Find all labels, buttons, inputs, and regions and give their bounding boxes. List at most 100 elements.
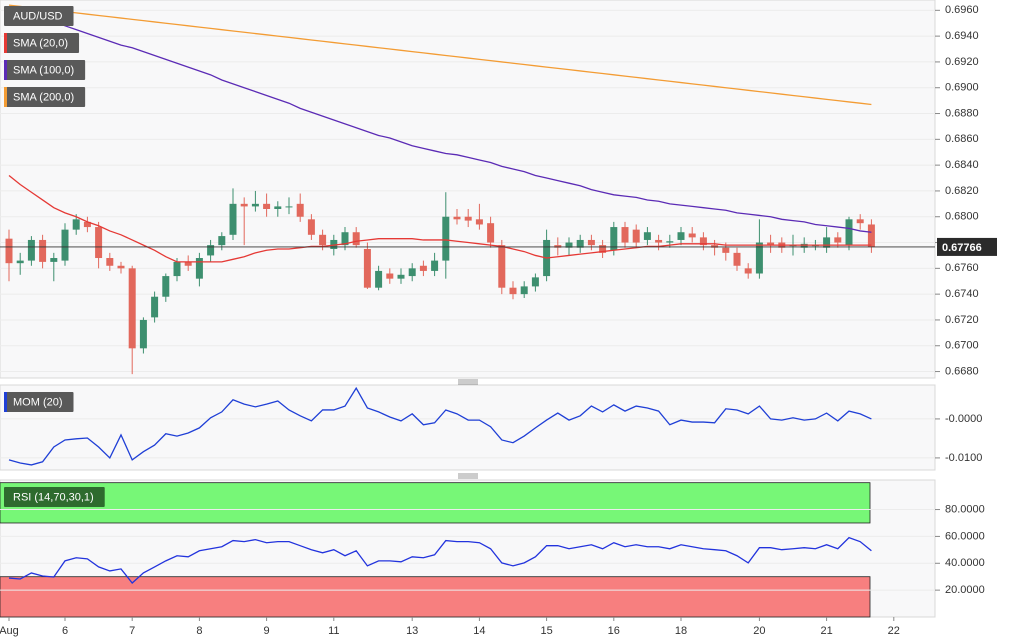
candle-body xyxy=(755,242,763,274)
candle-body xyxy=(856,219,864,224)
candle-body xyxy=(431,260,439,271)
candle-body xyxy=(128,268,136,349)
legend-swatch xyxy=(4,392,7,412)
series-line xyxy=(8,386,872,466)
candle-body xyxy=(106,258,114,266)
candle-body xyxy=(72,219,80,230)
candle-body xyxy=(744,268,752,274)
y-tick-label: 0.6720 xyxy=(945,314,979,326)
rsi-band xyxy=(0,482,871,524)
legend-item: MOM (20) xyxy=(4,392,74,412)
x-tick-label: 11 xyxy=(328,625,339,637)
x-tick-label: 6 xyxy=(62,625,68,637)
candle-body xyxy=(599,245,607,253)
candle-body xyxy=(363,248,371,288)
legend-box xyxy=(4,33,80,53)
candle-body xyxy=(39,239,47,262)
candle-body xyxy=(218,236,226,246)
candle-body xyxy=(397,274,405,279)
y-tick-label: 0.6680 xyxy=(945,365,979,377)
candle-body xyxy=(531,277,539,287)
mom-panel xyxy=(0,384,936,471)
candle-body xyxy=(453,216,461,220)
candle-body xyxy=(509,287,517,295)
y-tick-label: 0.6920 xyxy=(945,56,979,68)
candle-body xyxy=(61,229,69,261)
legend-item: AUD/USD xyxy=(4,6,74,26)
candle-body xyxy=(296,203,304,217)
candle-body xyxy=(610,227,618,251)
last-price-box xyxy=(937,237,997,256)
candle-body xyxy=(319,234,327,246)
y-tick-label: -0.0100 xyxy=(945,452,982,464)
x-tick-label: 18 xyxy=(675,625,687,637)
candle-body xyxy=(5,238,13,264)
candle-body xyxy=(688,233,696,238)
legend-label: MOM (20) xyxy=(13,396,63,408)
x-tick-label: 13 xyxy=(406,625,418,637)
resize-handle[interactable] xyxy=(458,379,478,479)
legend-label: SMA (200,0) xyxy=(13,91,74,103)
candle-body xyxy=(240,203,248,207)
candle-body xyxy=(195,258,203,279)
candle-body xyxy=(867,224,875,247)
y-tick-label: 0.6900 xyxy=(945,82,979,94)
legend-swatch xyxy=(4,60,7,80)
x-tick-label: 21 xyxy=(820,625,832,637)
y-tick-label: 40.0000 xyxy=(945,557,985,569)
y-tick-label: 0.6740 xyxy=(945,288,979,300)
candle-body xyxy=(83,221,91,228)
x-tick-label: 8 xyxy=(196,625,202,637)
candle-body xyxy=(767,242,775,246)
y-tick-label: 20.0000 xyxy=(945,584,985,596)
candle-body xyxy=(834,237,842,243)
candle-body xyxy=(151,296,159,318)
candle-body xyxy=(565,242,573,248)
candle-body xyxy=(475,219,483,225)
series-line xyxy=(8,7,872,233)
legend-label: SMA (20,0) xyxy=(13,37,68,49)
legend-swatch xyxy=(4,87,7,107)
candle-body xyxy=(139,319,147,349)
candle-body xyxy=(464,216,472,221)
x-tick-label: 14 xyxy=(473,625,485,637)
x-tick-label: 16 xyxy=(608,625,620,637)
y-tick-label: 0.6760 xyxy=(945,262,979,274)
y-tick-label: 0.6840 xyxy=(945,159,979,171)
candle-body xyxy=(386,273,394,279)
legend-item: SMA (20,0) xyxy=(4,33,80,53)
candle-body xyxy=(285,206,293,208)
candle-body xyxy=(666,241,674,243)
candle-body xyxy=(251,203,259,207)
x-tick-label: 20 xyxy=(753,625,765,637)
candle-body xyxy=(655,239,663,243)
candle-body xyxy=(117,265,125,269)
last-price-label: 0.67766 xyxy=(942,242,982,254)
candle-body xyxy=(587,239,595,246)
candle-body xyxy=(845,219,853,246)
rsi-band xyxy=(0,576,871,618)
series-line xyxy=(8,4,872,106)
legend-box xyxy=(4,487,105,507)
candle-body xyxy=(520,286,528,295)
y-tick-label: 0.6960 xyxy=(945,4,979,16)
candle-body xyxy=(823,237,831,248)
legend-item: RSI (14,70,30,1) xyxy=(4,487,105,507)
candle-body xyxy=(207,245,215,256)
candle-body xyxy=(263,203,271,209)
legend-label: RSI (14,70,30,1) xyxy=(13,491,94,503)
candle-body xyxy=(184,261,192,266)
legend-box xyxy=(4,6,74,26)
y-tick-label: 0.6820 xyxy=(945,185,979,197)
y-tick-label: 0.6700 xyxy=(945,340,979,352)
candle-body xyxy=(16,260,24,264)
candle-body xyxy=(408,268,416,277)
series-line xyxy=(8,536,872,584)
legend-box xyxy=(4,87,86,107)
series-line xyxy=(8,174,872,263)
candle-body xyxy=(341,232,349,246)
candle-body xyxy=(27,239,35,261)
x-tick-label: Aug xyxy=(0,625,19,637)
